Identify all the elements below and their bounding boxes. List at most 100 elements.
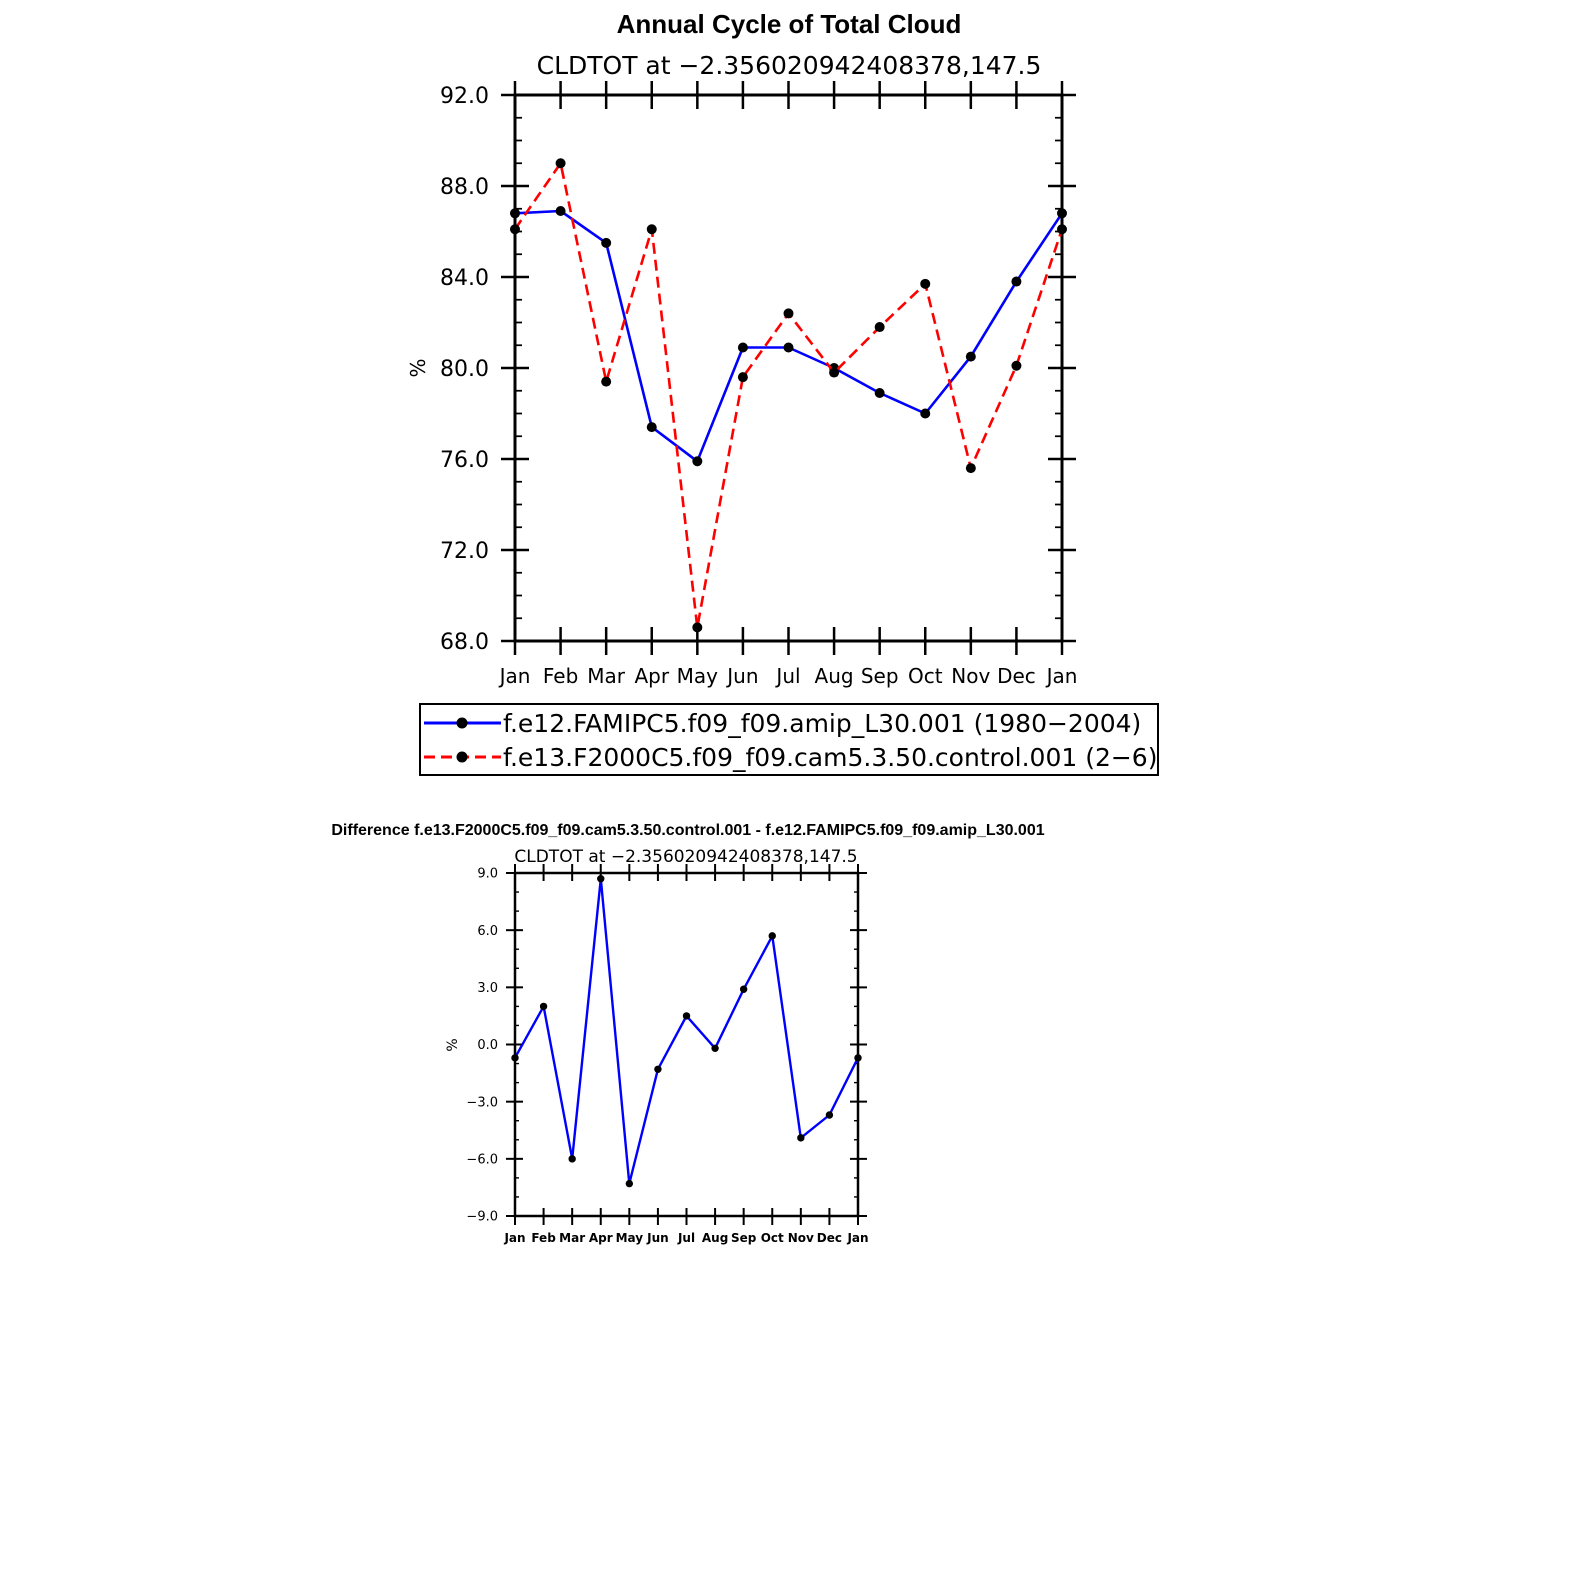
data-point xyxy=(1011,276,1022,287)
data-point xyxy=(568,1155,576,1163)
y-tick-label: 88.0 xyxy=(440,175,489,200)
data-point xyxy=(874,388,885,399)
x-tick-label: Jun xyxy=(725,664,758,688)
x-tick-label: Apr xyxy=(589,1231,613,1245)
y-tick-label: 76.0 xyxy=(440,448,489,473)
data-point xyxy=(965,351,976,362)
chart-title: Difference f.e13.F2000C5.f09_f09.cam5.3.… xyxy=(331,822,1044,839)
y-tick-label: 68.0 xyxy=(440,630,489,655)
series-line-2 xyxy=(513,162,1064,629)
y-tick-label: −3.0 xyxy=(466,1095,498,1110)
x-tick-label: Jun xyxy=(646,1231,669,1245)
data-point xyxy=(692,456,703,467)
x-tick-label: Oct xyxy=(761,1231,784,1245)
x-tick-label: May xyxy=(677,664,719,688)
data-point xyxy=(1011,360,1022,371)
x-tick-label: Jan xyxy=(1045,664,1078,688)
data-point xyxy=(510,224,520,235)
data-point xyxy=(1057,208,1067,219)
x-tick-label: Apr xyxy=(634,664,669,688)
data-point xyxy=(555,206,566,217)
y-tick-labels: 9.0 6.0 3.0 0.0 −3.0 −6.0 −9.0 xyxy=(466,867,498,1225)
data-point xyxy=(920,408,931,419)
data-point xyxy=(646,224,657,235)
y-tick-label: 9.0 xyxy=(477,867,498,882)
y-axis-label: % xyxy=(406,358,430,377)
x-tick-label: Jan xyxy=(846,1231,868,1245)
data-point xyxy=(737,342,748,353)
data-point xyxy=(511,1054,519,1062)
axis-ticks xyxy=(501,81,1076,655)
x-tick-label: Dec xyxy=(817,1231,842,1245)
data-point xyxy=(1057,224,1067,235)
data-point xyxy=(654,1065,662,1073)
y-tick-label: 92.0 xyxy=(440,84,489,109)
y-tick-label: 80.0 xyxy=(440,357,489,382)
legend-marker-series-1 xyxy=(456,717,468,729)
x-tick-label: May xyxy=(616,1231,644,1245)
data-point xyxy=(965,463,976,474)
series-group xyxy=(511,875,862,1188)
x-tick-label: Jan xyxy=(498,664,531,688)
data-point xyxy=(797,1134,805,1142)
annual-cycle-chart: Annual Cycle of Total Cloud CLDTOT at −2… xyxy=(406,9,1159,776)
data-point xyxy=(692,622,703,633)
plot-frame xyxy=(513,871,860,1218)
data-point xyxy=(739,985,748,993)
difference-chart: Difference f.e13.F2000C5.f09_f09.cam5.3.… xyxy=(331,822,1044,1245)
x-tick-label: Mar xyxy=(559,1231,585,1245)
chart-subtitle: CLDTOT at −2.356020942408378,147.5 xyxy=(537,51,1042,80)
x-tick-labels: Jan Feb Mar Apr May Jun Jul Aug Sep Oct Nov Dec Jan xyxy=(503,1231,868,1245)
x-tick-label: Dec xyxy=(997,664,1036,688)
x-tick-label: Nov xyxy=(951,664,990,688)
legend-marker-series-2 xyxy=(456,751,468,763)
data-point xyxy=(646,422,657,433)
data-point xyxy=(829,367,840,378)
data-point xyxy=(555,158,566,169)
data-point xyxy=(601,237,612,248)
data-point xyxy=(625,1179,634,1188)
x-tick-label: Oct xyxy=(908,664,943,688)
x-tick-label: Aug xyxy=(702,1231,728,1245)
y-axis-label: % xyxy=(445,1038,461,1051)
data-point xyxy=(601,376,612,387)
x-tick-label: Sep xyxy=(861,664,899,688)
legend-label-series-2: f.e13.F2000C5.f09_f09.cam5.3.50.control.… xyxy=(503,743,1157,772)
y-tick-label: 6.0 xyxy=(477,924,498,939)
x-tick-label: Nov xyxy=(788,1231,814,1245)
data-point xyxy=(510,208,520,219)
x-tick-labels: Jan Feb Mar Apr May Jun Jul Aug Sep Oct Nov Dec Jan xyxy=(498,664,1078,688)
y-tick-label: −9.0 xyxy=(466,1210,498,1225)
data-point xyxy=(920,278,931,289)
x-tick-label: Sep xyxy=(731,1231,757,1245)
data-point xyxy=(539,1002,548,1011)
y-tick-label: 0.0 xyxy=(477,1038,498,1053)
x-tick-label: Jan xyxy=(503,1231,525,1245)
legend-box xyxy=(419,703,1159,776)
data-point xyxy=(854,1054,862,1062)
data-point xyxy=(874,322,885,333)
y-tick-label: −6.0 xyxy=(466,1153,498,1168)
series-line-1 xyxy=(513,877,860,1185)
chart-title: Annual Cycle of Total Cloud xyxy=(617,9,962,39)
x-tick-label: Aug xyxy=(815,664,854,688)
data-point xyxy=(711,1044,719,1053)
y-tick-labels: 92.0 88.0 84.0 80.0 76.0 72.0 68.0 xyxy=(440,84,489,655)
data-point xyxy=(597,875,605,883)
data-point xyxy=(737,372,748,383)
series-group xyxy=(510,158,1067,633)
legend: f.e12.FAMIPC5.f09_f09.amip_L30.001 (1980… xyxy=(419,703,1159,776)
x-tick-label: Mar xyxy=(587,664,626,688)
data-point xyxy=(825,1111,834,1119)
y-tick-label: 3.0 xyxy=(477,981,498,996)
y-tick-label: 84.0 xyxy=(440,266,489,291)
y-tick-label: 72.0 xyxy=(440,539,489,564)
data-point xyxy=(768,932,776,940)
plot-frame xyxy=(513,93,1064,643)
legend-label-series-1: f.e12.FAMIPC5.f09_f09.amip_L30.001 (1980… xyxy=(503,709,1141,738)
data-point xyxy=(682,1012,691,1020)
x-tick-label: Jul xyxy=(677,1231,695,1245)
x-tick-label: Jul xyxy=(774,664,800,688)
axis-ticks xyxy=(506,864,867,1225)
